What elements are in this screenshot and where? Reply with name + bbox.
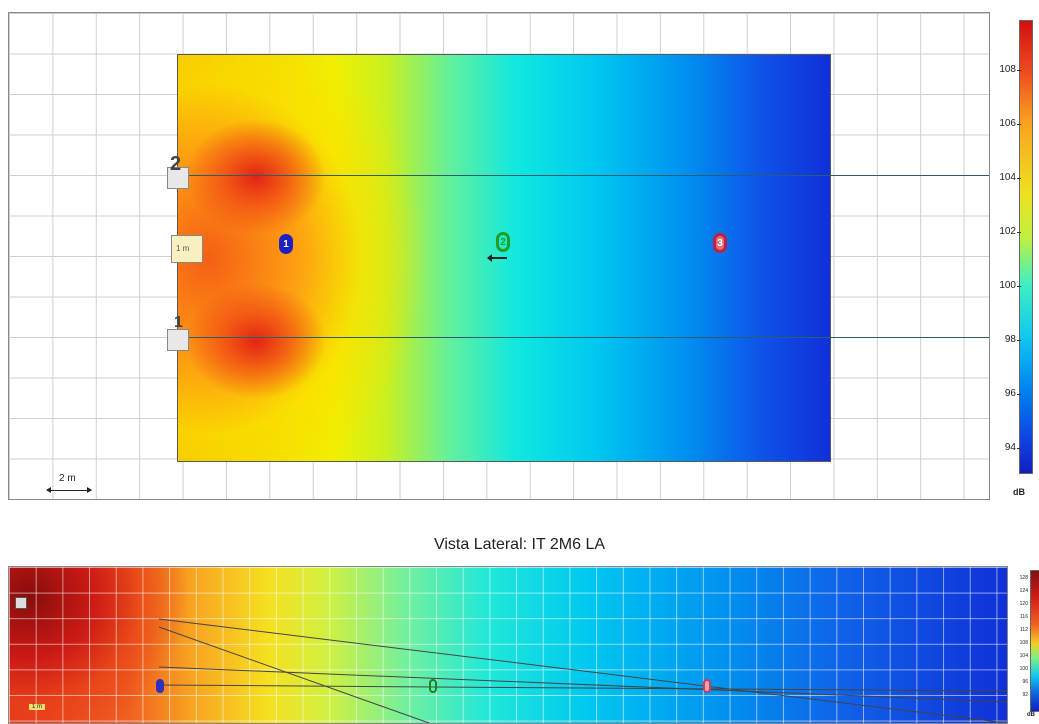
side-view-grid xyxy=(9,567,1007,723)
top-colorbar-tick: 96 xyxy=(990,388,1021,399)
side-view-source-marker[interactable] xyxy=(15,597,27,609)
side-colorbar-tick: 104 xyxy=(1019,653,1028,659)
top-colorbar-tick: 108 xyxy=(990,64,1021,75)
microphone-1-icon[interactable]: 1 xyxy=(279,234,293,254)
side-colorbar-tick: 92 xyxy=(1022,692,1028,698)
top-colorbar-tick: 106 xyxy=(990,118,1021,129)
side-colorbar xyxy=(1030,570,1039,712)
center-source-marker[interactable]: 1 m xyxy=(171,235,203,263)
side-colorbar-tick: 116 xyxy=(1020,614,1028,620)
source-1-line xyxy=(177,337,989,338)
side-colorbar-tick: 112 xyxy=(1020,627,1028,633)
side-colorbar-tick: 128 xyxy=(1019,575,1028,581)
source-2-label: 2 xyxy=(170,153,182,175)
side-colorbar-tick: 100 xyxy=(1019,666,1028,672)
top-colorbar-tick: 104 xyxy=(990,172,1021,183)
microphone-2-icon[interactable]: 2 xyxy=(496,232,510,252)
side-microphone-1-icon[interactable] xyxy=(156,679,164,693)
top-scale-bar: 2 m xyxy=(46,473,92,495)
top-colorbar-tick: 94 xyxy=(990,442,1021,453)
side-colorbar-tick: 108 xyxy=(1019,640,1028,646)
top-view-panel[interactable]: 2 1 m 1 1 2 3 2 m xyxy=(8,12,990,500)
top-colorbar-tick: 100 xyxy=(990,280,1021,291)
side-microphone-3-icon[interactable] xyxy=(703,679,711,693)
top-colorbar xyxy=(1019,20,1033,474)
source-2-marker[interactable] xyxy=(167,167,189,189)
microphone-1-label: 1 xyxy=(283,238,289,250)
center-source-label: 1 m xyxy=(176,244,190,253)
side-colorbar-tick: 120 xyxy=(1019,601,1028,607)
ray-line xyxy=(158,684,1007,692)
top-colorbar-tick: 98 xyxy=(990,334,1021,345)
microphone-2-label: 2 xyxy=(500,236,506,248)
ray-line xyxy=(158,626,430,723)
side-colorbar-tick: 124 xyxy=(1019,588,1028,594)
microphone-2-direction-arrow xyxy=(487,254,507,262)
ray-line xyxy=(158,666,1007,703)
side-view-ray-lines xyxy=(158,618,1007,723)
top-scale-label: 2 m xyxy=(59,473,76,484)
side-colorbar-unit: dB xyxy=(1027,712,1035,718)
microphone-3-icon[interactable]: 3 xyxy=(713,233,727,253)
side-view-panel[interactable]: 1 m xyxy=(8,566,1008,724)
side-scale-label: 1 m xyxy=(29,704,46,710)
top-colorbar-tick: 102 xyxy=(990,226,1021,237)
source-1-label: 1 xyxy=(174,314,183,331)
microphone-3-label: 3 xyxy=(717,237,723,249)
side-microphone-2-icon[interactable] xyxy=(429,679,437,693)
source-2-line xyxy=(177,175,989,176)
source-1-marker[interactable] xyxy=(167,329,189,351)
top-scale-line xyxy=(46,487,92,493)
side-colorbar-tick: 96 xyxy=(1022,679,1028,685)
ray-line xyxy=(158,618,1007,723)
top-colorbar-unit: dB xyxy=(1013,487,1025,497)
side-view-title: Vista Lateral: IT 2M6 LA xyxy=(433,536,606,553)
